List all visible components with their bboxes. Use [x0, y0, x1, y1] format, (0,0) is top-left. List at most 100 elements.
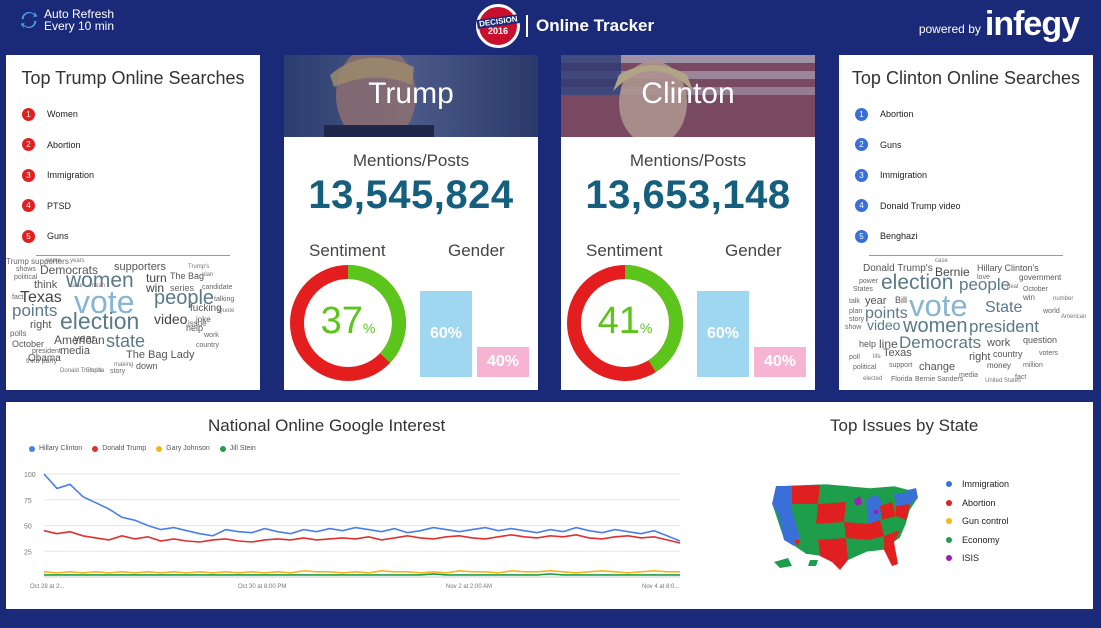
cloud-word: name [46, 257, 62, 264]
issue-legend-item[interactable]: Immigration [946, 475, 1009, 494]
search-item[interactable]: 3 Immigration [22, 160, 260, 191]
cloud-word: deal [1007, 283, 1019, 290]
issue-legend-item[interactable]: ISIS [946, 549, 1009, 568]
cloud-word: power [859, 277, 879, 285]
legend-item[interactable]: Gary Johnson [156, 445, 210, 452]
cloud-word: Donald Trump's [863, 262, 933, 274]
issues-legend: Immigration Abortion Gun control Economy ISI… [946, 475, 1009, 568]
search-item[interactable]: 4 PTSD [22, 191, 260, 222]
refresh-icon[interactable] [18, 9, 40, 31]
cloud-word: years [70, 257, 85, 264]
cloud-word: women [66, 268, 134, 292]
auto-refresh-indicator[interactable]: Auto Refresh Every 10 min [18, 8, 114, 32]
clinton-sentiment-label: Sentiment [586, 241, 663, 260]
rank-badge: 5 [855, 229, 868, 243]
cloud-word: million [1023, 361, 1043, 369]
cloud-word: October [12, 338, 45, 349]
cloud-word: love [977, 273, 990, 281]
us-issues-map[interactable] [770, 480, 922, 572]
series-line-jill-stein[interactable] [44, 573, 680, 576]
cloud-word: right [30, 318, 52, 331]
trump-word-cloud: name years shows Democrats supporters Trump's… [6, 257, 260, 398]
trump-male-bar: 60% [420, 291, 472, 377]
cloud-word: candidate [202, 283, 233, 291]
clinton-male-bar: 60% [697, 291, 749, 377]
search-item[interactable]: 1 Abortion [855, 99, 1093, 130]
legend-item[interactable]: Donald Trump [92, 445, 146, 452]
cloud-word: government [1019, 272, 1062, 282]
cloud-word: Bernie [935, 264, 970, 279]
cloud-word: Texas [883, 346, 912, 359]
y-tick-label: 25 [24, 549, 32, 556]
trump-photo: Trump [284, 55, 538, 137]
search-item[interactable]: 2 Guns [855, 130, 1093, 161]
legend-item[interactable]: Hillary Clinton [29, 445, 82, 452]
clinton-card: Clinton Mentions/Posts 13,653,148 Sentim… [561, 55, 815, 390]
cloud-word: help [186, 322, 204, 333]
search-item[interactable]: 4 Donald Trump video [855, 191, 1093, 222]
search-item[interactable]: 2 Abortion [22, 130, 260, 161]
search-term: Abortion [47, 139, 81, 150]
cloud-word: case [935, 257, 948, 264]
cloud-word: third party [26, 357, 58, 365]
series-line-hillary-clinton[interactable] [43, 473, 681, 542]
legend-label: Gary Johnson [166, 445, 210, 452]
cloud-word: world [1043, 307, 1060, 315]
issues-title: Top Issues by State [830, 416, 979, 435]
cloud-word: country [993, 348, 1023, 359]
cloud-word: Trump's [188, 263, 210, 270]
series-line-donald-trump[interactable] [43, 529, 681, 544]
issue-legend-item[interactable]: Gun control [946, 512, 1009, 531]
clinton-sentiment-donut [567, 265, 683, 381]
issue-legend-item[interactable]: Economy [946, 531, 1009, 550]
x-tick-label: Nov 4 at 8:0... [642, 584, 680, 590]
trump-mentions-label: Mentions/Posts [352, 151, 470, 170]
legend-dot [219, 445, 226, 452]
positive-arc [567, 265, 683, 381]
cloud-word: series [170, 282, 195, 293]
cloud-word: Florida [891, 375, 913, 383]
search-item[interactable]: 1 Women [22, 99, 260, 130]
x-tick-label: Oct 28 at 2... [30, 584, 65, 590]
cloud-word: American [1061, 313, 1087, 320]
issue-label: Gun control [962, 516, 1009, 527]
cloud-word: media [959, 371, 979, 379]
search-item[interactable]: 5 Benghazi [855, 221, 1093, 252]
google-interest-chart[interactable]: 100 75 50 25 Oct 28 at 2... Oct 30 at 8:00 PM… [22, 464, 692, 594]
rank-badge: 2 [22, 138, 35, 152]
cloud-word: money [987, 360, 1012, 370]
cloud-word: work [204, 331, 219, 339]
clinton-female-bar: 40% [754, 346, 806, 377]
issue-legend-item[interactable]: Abortion [946, 494, 1009, 513]
decision-2016-logo: DECISION 2016 [476, 4, 520, 48]
search-item[interactable]: 5 Guns [22, 221, 260, 252]
powered-by-brand: powered by infegy [919, 5, 1080, 43]
rank-badge: 1 [22, 107, 35, 121]
search-term: Abortion [880, 109, 914, 120]
clinton-gender-label: Gender [725, 241, 782, 260]
cloud-word: Bernie Sanders [915, 375, 964, 383]
search-term: Guns [47, 231, 69, 242]
sentiment-pct-sign: % [639, 320, 653, 336]
sentiment-number: 41 [597, 300, 640, 342]
cloud-word: fucking [190, 302, 222, 314]
rank-badge: 5 [22, 229, 35, 243]
cloud-word: Bill [895, 294, 908, 305]
y-tick-label: 75 [24, 498, 32, 505]
cloud-word: mean [90, 282, 106, 289]
legend-dot [946, 555, 952, 562]
cloud-word: issue [188, 318, 207, 328]
legend-dot [946, 518, 952, 525]
cloud-word: Hillary Clinton's [977, 262, 1039, 273]
header-title-group: DECISION 2016 Online Tracker [476, 4, 654, 48]
infegy-logo: infegy [984, 5, 1080, 43]
series-line-gary-johnson[interactable] [43, 569, 680, 574]
cloud-word: elected [863, 375, 883, 382]
legend-label: Jill Stein [229, 445, 256, 452]
cloud-word: The Bag [170, 270, 205, 281]
cloud-word: think [34, 278, 58, 291]
sentiment-pct-sign: % [362, 320, 376, 336]
legend-label: Donald Trump [102, 445, 147, 452]
search-item[interactable]: 3 Immigration [855, 160, 1093, 191]
legend-item[interactable]: Jill Stein [219, 445, 256, 452]
